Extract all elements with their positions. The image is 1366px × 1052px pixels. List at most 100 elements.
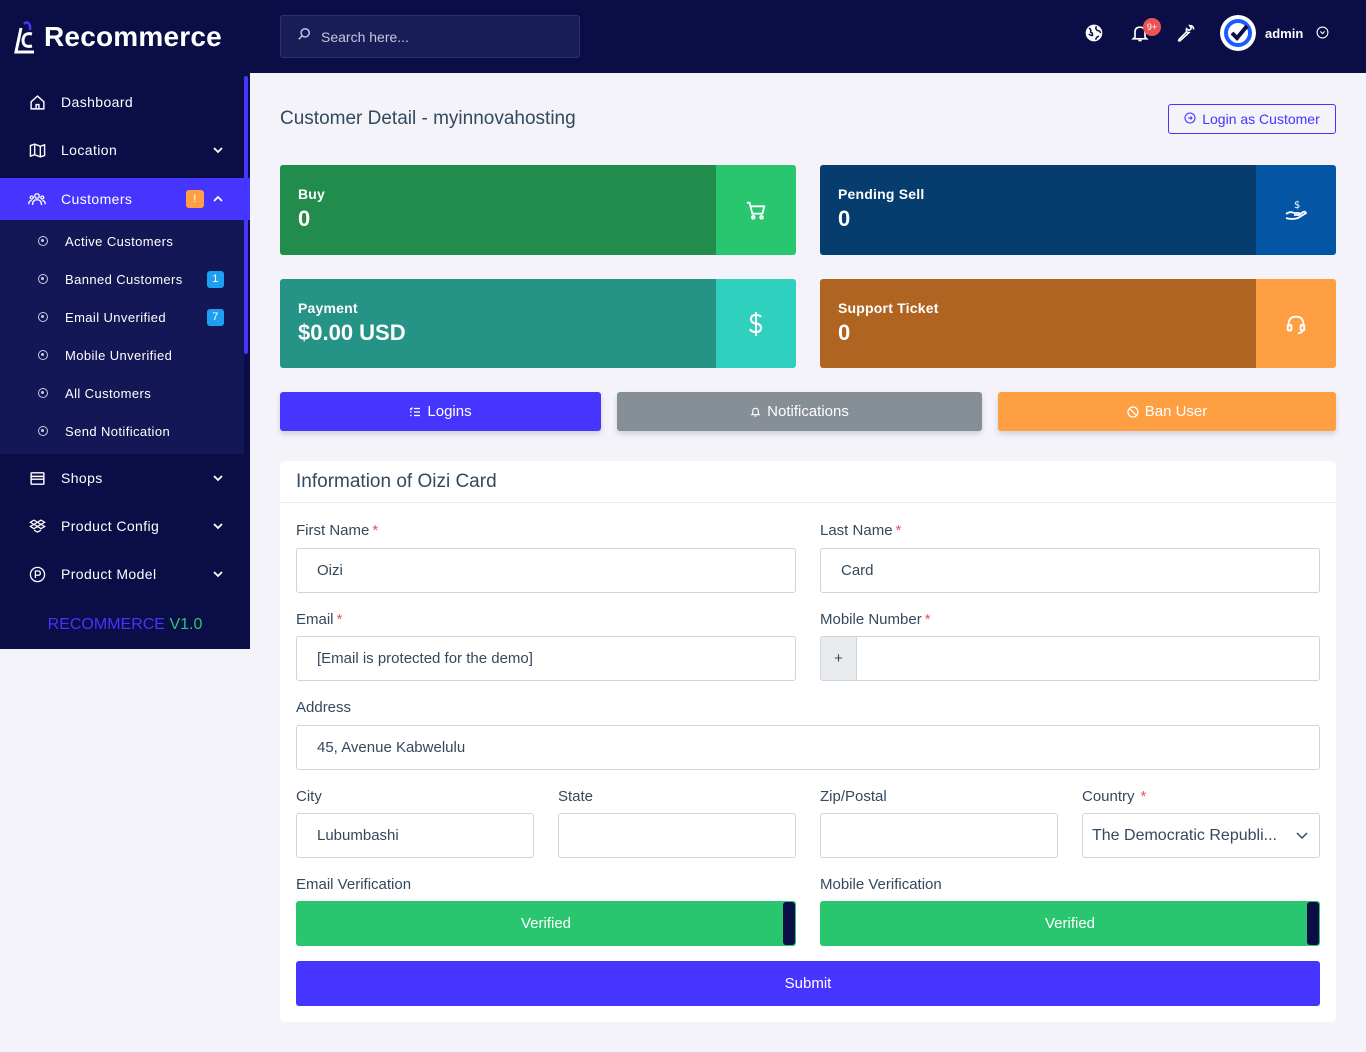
- sidebar-item-product-model[interactable]: Product Model: [0, 550, 250, 598]
- submenu-item-all-customers[interactable]: All Customers: [0, 374, 244, 412]
- widget-value: $0.00 USD: [298, 320, 406, 345]
- zip-input[interactable]: [841, 827, 1057, 844]
- widget-buy[interactable]: Buy 0: [280, 165, 796, 255]
- toggle-knob: [783, 902, 795, 945]
- avatar[interactable]: [1220, 15, 1256, 51]
- app-version: RECOMMERCE V1.0: [0, 616, 250, 634]
- submenu-item-send-notification[interactable]: Send Notification: [0, 412, 244, 450]
- city-field[interactable]: [296, 813, 534, 858]
- submenu-item-label: All Customers: [65, 385, 152, 401]
- mobile-verification-label: Mobile Verification: [820, 876, 942, 893]
- email-verification-label: Email Verification: [296, 876, 411, 893]
- ban-user-button[interactable]: Ban User: [998, 392, 1336, 431]
- circle-dot-icon: [38, 312, 48, 322]
- required-mark: *: [1140, 788, 1147, 805]
- label-text: Mobile Verification: [820, 876, 942, 893]
- label-text: Last Name: [820, 522, 893, 539]
- customer-info-card: Information of Oizi Card First Name* Las…: [280, 461, 1336, 1022]
- globe-icon[interactable]: [1083, 22, 1105, 44]
- state-field[interactable]: [558, 813, 796, 858]
- logins-label: Logins: [427, 403, 472, 420]
- widget-payment[interactable]: Payment $0.00 USD: [280, 279, 796, 368]
- page-title: Customer Detail - myinnovahosting: [280, 108, 576, 129]
- notification-count-badge: 9+: [1143, 18, 1161, 36]
- circle-dot-icon: [38, 350, 48, 360]
- chevron-down-icon: [1295, 829, 1309, 848]
- circle-dot-icon: [38, 388, 48, 398]
- label-text: State: [558, 788, 594, 805]
- country-select[interactable]: The Democratic Republi...: [1082, 813, 1320, 858]
- topbar: 9+ admin: [250, 0, 1366, 73]
- cart-icon: [716, 165, 796, 255]
- toggle-state-text: Verified: [1044, 915, 1096, 932]
- sidebar-item-label: Shops: [61, 470, 103, 486]
- widget-support-ticket[interactable]: Support Ticket 0: [820, 279, 1336, 368]
- last-name-field[interactable]: [820, 548, 1320, 593]
- last-name-label: Last Name *: [820, 522, 901, 539]
- sidebar-item-customers[interactable]: Customers !: [0, 178, 250, 220]
- submenu-item-banned-customers[interactable]: Banned Customers 1: [0, 260, 244, 298]
- sidebar-item-product-config[interactable]: Product Config: [0, 502, 250, 550]
- required-mark: *: [372, 522, 379, 539]
- submenu-item-active-customers[interactable]: Active Customers: [0, 222, 244, 260]
- mobile-verification-toggle[interactable]: Verified: [820, 901, 1320, 946]
- notifications-button[interactable]: Notifications: [617, 392, 982, 431]
- label-text: City: [296, 788, 322, 805]
- widget-body: Support Ticket 0: [820, 279, 1256, 368]
- address-field[interactable]: [296, 725, 1320, 770]
- sidebar-item-location[interactable]: Location: [0, 126, 250, 174]
- circle-dot-icon: [38, 236, 48, 246]
- search-box[interactable]: [280, 15, 580, 58]
- user-name[interactable]: admin: [1265, 26, 1304, 41]
- card-heading: Information of Oizi Card: [280, 461, 1336, 503]
- mobile-number-input[interactable]: [873, 650, 1319, 667]
- widget-pending-sell[interactable]: Pending Sell 0 $: [820, 165, 1336, 255]
- wrench-icon[interactable]: [1175, 22, 1197, 44]
- customers-submenu: Active Customers Banned Customers 1 Emai…: [0, 220, 244, 454]
- ban-icon: [1127, 405, 1139, 418]
- required-mark: *: [895, 522, 902, 539]
- submenu-item-email-unverified[interactable]: Email Unverified 7: [0, 298, 244, 336]
- bell-icon[interactable]: 9+: [1129, 18, 1161, 44]
- count-badge: 7: [207, 309, 224, 326]
- notifications-label: Notifications: [767, 403, 849, 420]
- dollar-icon: [716, 279, 796, 368]
- email-input[interactable]: [317, 650, 795, 667]
- widget-value: 0: [838, 320, 851, 345]
- mobile-number-field[interactable]: +: [820, 636, 1320, 681]
- submenu-item-label: Mobile Unverified: [65, 347, 173, 363]
- login-as-customer-button[interactable]: Login as Customer: [1168, 104, 1336, 134]
- logins-button[interactable]: Logins: [280, 392, 601, 431]
- label-text: Country: [1082, 788, 1135, 805]
- label-text: Address: [296, 699, 352, 716]
- svg-text:$: $: [1294, 200, 1300, 211]
- login-as-customer-label: Login as Customer: [1202, 111, 1320, 127]
- submenu-item-mobile-unverified[interactable]: Mobile Unverified: [0, 336, 244, 374]
- label-text: Zip/Postal: [820, 788, 887, 805]
- email-field[interactable]: [296, 636, 796, 681]
- country-label: Country *: [1082, 788, 1146, 805]
- zip-field[interactable]: [820, 813, 1058, 858]
- label-text: Email: [296, 611, 334, 628]
- address-label: Address: [296, 699, 351, 716]
- sidebar-item-shops[interactable]: Shops: [0, 454, 250, 502]
- sidebar-item-dashboard[interactable]: Dashboard: [0, 78, 250, 126]
- map-icon: [28, 141, 46, 159]
- chevron-circle-down-icon[interactable]: [1316, 26, 1329, 44]
- last-name-input[interactable]: [841, 562, 1319, 579]
- widget-body: Payment $0.00 USD: [280, 279, 716, 368]
- first-name-input[interactable]: [317, 562, 795, 579]
- brand-logo[interactable]: Recommerce: [0, 0, 250, 73]
- widget-label: Support Ticket: [838, 300, 939, 316]
- email-verification-toggle[interactable]: Verified: [296, 901, 796, 946]
- submenu-item-label: Send Notification: [65, 423, 171, 439]
- submit-button[interactable]: Submit: [296, 961, 1320, 1006]
- state-input[interactable]: [579, 827, 795, 844]
- search-icon: [297, 27, 311, 46]
- search-input[interactable]: [321, 28, 561, 45]
- city-input[interactable]: [317, 827, 533, 844]
- sidebar-item-label: Location: [61, 142, 118, 158]
- address-input[interactable]: [317, 739, 1319, 756]
- first-name-field[interactable]: [296, 548, 796, 593]
- sidebar-item-label: Product Model: [61, 566, 157, 582]
